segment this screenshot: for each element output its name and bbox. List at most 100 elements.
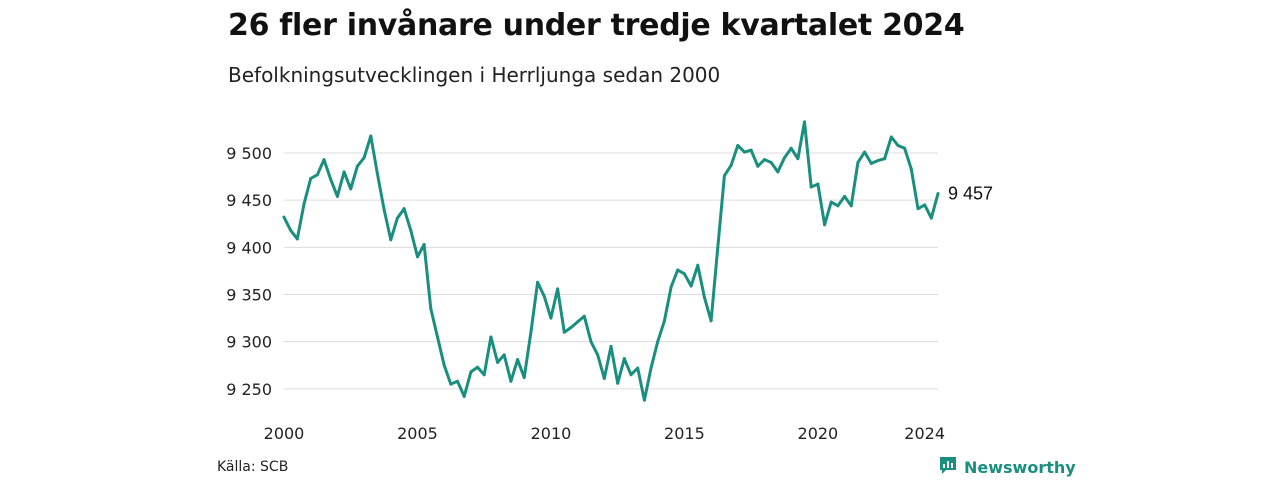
y-tick-label: 9 300	[226, 333, 272, 352]
data-point	[462, 394, 466, 398]
data-point	[335, 194, 339, 198]
data-point	[863, 150, 867, 154]
x-tick-label: 2000	[264, 424, 305, 443]
data-point	[709, 319, 713, 323]
data-point	[936, 192, 940, 196]
data-point	[783, 156, 787, 160]
data-point	[749, 148, 753, 152]
data-point	[756, 164, 760, 168]
data-point	[329, 177, 333, 181]
data-point	[909, 167, 913, 171]
data-point	[582, 314, 586, 318]
y-axis-ticks: 9 250 9 300 9 350 9 400 9 450 9 500	[226, 144, 272, 399]
data-point	[435, 335, 439, 339]
data-point	[562, 330, 566, 334]
data-point	[776, 170, 780, 174]
source-note: Källa: SCB	[217, 459, 289, 475]
data-point	[516, 358, 520, 362]
x-tick-label: 2015	[664, 424, 705, 443]
data-point	[696, 263, 700, 267]
data-point	[502, 353, 506, 357]
x-tick-label: 2024	[904, 424, 945, 443]
data-point	[362, 156, 366, 160]
brand-logo: Newsworthy	[938, 455, 1076, 480]
data-point	[409, 228, 413, 232]
data-point	[569, 326, 573, 330]
data-point	[355, 164, 359, 168]
data-point	[289, 228, 293, 232]
y-tick-label: 9 450	[226, 191, 272, 210]
data-point	[702, 295, 706, 299]
data-point	[669, 285, 673, 289]
data-point	[762, 158, 766, 162]
data-point	[836, 204, 840, 208]
data-point	[389, 238, 393, 242]
grid-lines	[284, 152, 938, 390]
data-point	[496, 360, 500, 364]
data-point	[682, 272, 686, 276]
data-point	[349, 187, 353, 191]
data-point	[789, 146, 793, 150]
data-point	[889, 135, 893, 139]
data-point	[656, 340, 660, 344]
data-point	[542, 294, 546, 298]
brand-name: Newsworthy	[964, 458, 1076, 477]
data-point	[342, 170, 346, 174]
data-point	[415, 255, 419, 259]
data-point	[602, 376, 606, 380]
data-point	[869, 161, 873, 165]
x-axis-ticks: 2000 2005 2010 2015 2020 2024	[264, 424, 945, 443]
data-point	[676, 268, 680, 272]
data-point	[816, 182, 820, 186]
end-value-label: 9 457	[948, 184, 993, 204]
data-point	[489, 335, 493, 339]
data-point	[716, 245, 720, 249]
data-point	[295, 237, 299, 241]
data-point	[662, 319, 666, 323]
data-point	[536, 280, 540, 284]
data-point	[315, 173, 319, 177]
data-point	[589, 340, 593, 344]
data-point	[883, 157, 887, 161]
x-tick-label: 2020	[798, 424, 839, 443]
data-point	[742, 150, 746, 154]
data-point	[522, 376, 526, 380]
data-point	[395, 216, 399, 220]
data-point	[729, 163, 733, 167]
data-point	[309, 176, 313, 180]
newsworthy-logo-icon	[938, 455, 958, 480]
data-point	[609, 344, 613, 348]
y-tick-label: 9 350	[226, 286, 272, 305]
data-point	[509, 379, 513, 383]
y-tick-label: 9 500	[226, 144, 272, 163]
data-point	[856, 160, 860, 164]
data-point	[442, 363, 446, 367]
data-point	[302, 202, 306, 206]
data-point	[689, 284, 693, 288]
data-point	[929, 216, 933, 220]
data-point	[629, 373, 633, 377]
data-point	[903, 146, 907, 150]
y-tick-label: 9 400	[226, 238, 272, 257]
data-point	[429, 307, 433, 311]
data-point	[803, 120, 807, 124]
data-point	[369, 134, 373, 138]
data-point	[736, 143, 740, 147]
data-point	[642, 398, 646, 402]
data-point	[375, 172, 379, 176]
series-line	[282, 120, 940, 402]
data-point	[449, 382, 453, 386]
data-point	[769, 160, 773, 164]
x-tick-label: 2005	[397, 424, 438, 443]
data-point	[622, 357, 626, 361]
data-point	[649, 366, 653, 370]
data-point	[809, 185, 813, 189]
data-point	[476, 365, 480, 369]
data-point	[322, 158, 326, 162]
data-point	[849, 204, 853, 208]
data-point	[796, 157, 800, 161]
series-group	[282, 120, 940, 402]
data-point	[923, 203, 927, 207]
x-tick-label: 2010	[531, 424, 572, 443]
